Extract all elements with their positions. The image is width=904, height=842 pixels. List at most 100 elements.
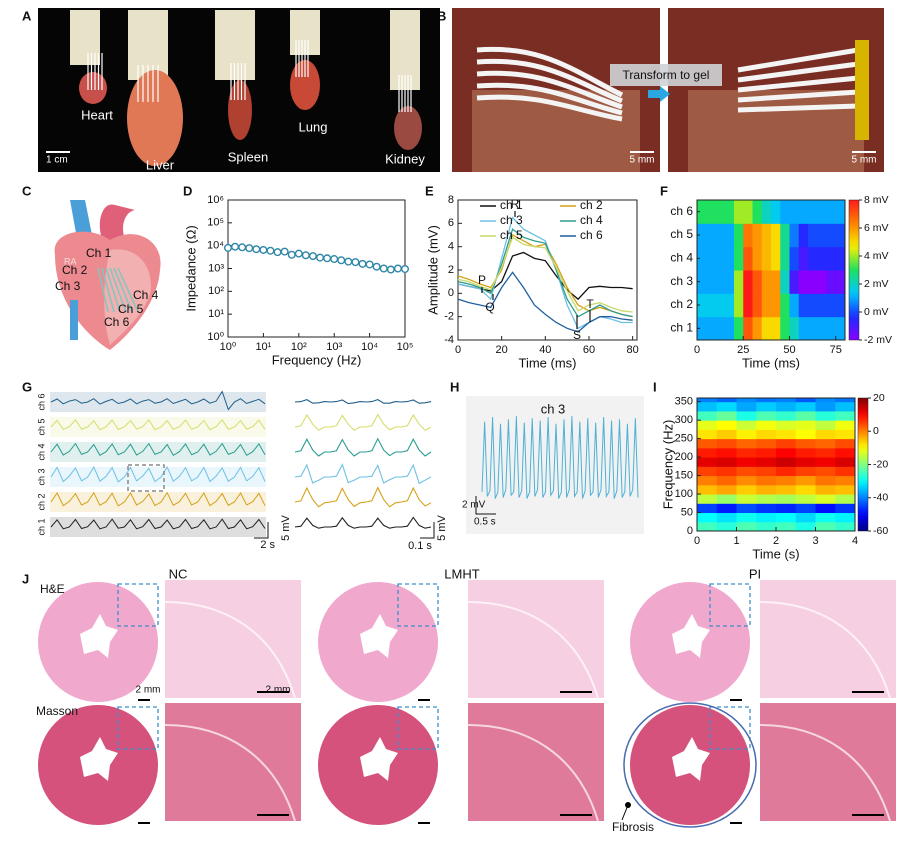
heat-cell [715,270,726,294]
heat-cell [736,457,757,467]
x-tick-label: 1 [733,535,739,547]
heat-cell [736,429,757,440]
heat-cell [716,398,737,403]
heat-cell [835,398,856,403]
colorbar-tick-label: 6 mV [864,222,889,234]
heat-cell [736,410,757,421]
heat-cell [835,503,856,514]
vessel [99,204,135,245]
heat-cell [743,223,753,248]
zoom-box [127,464,165,492]
channel-label: ch 2 [36,493,46,510]
data-point [365,260,374,269]
x-tick-label: 0 [694,344,700,356]
heat-cell [716,512,737,523]
heat-cell [756,447,777,458]
heat-cell [798,246,809,271]
legend-label: ch 6 [580,228,603,242]
legend-label: ch 4 [580,213,603,227]
data-point [337,256,346,265]
heat-cell [724,293,735,318]
y-tick-label: 6 [448,217,454,229]
heat-cell [815,484,836,495]
trace-band [50,442,266,462]
heat-cell [835,246,846,271]
heat-cell [716,521,737,532]
fibrosis-outline [623,702,757,828]
heat-cell [835,316,846,341]
heat-cell [736,420,757,430]
heat-cell [716,484,737,495]
heat-cell [756,494,777,504]
heat-cell [756,484,777,495]
heat-cell [697,270,707,294]
x-axis-label: Frequency (Hz) [272,352,362,367]
data-point [316,253,325,262]
heat-cell [795,420,816,430]
heat-cell [706,316,716,341]
zoom-image [760,580,896,698]
legend-label: ch 5 [500,228,523,242]
heat-cell [716,457,737,467]
heat-cell [716,410,737,421]
zoom-trace [294,516,432,529]
zoom-edge [467,724,599,822]
data-point [379,264,388,273]
data-point [358,259,367,268]
heat-cell [697,438,718,449]
y-tick-label: ch 5 [670,227,693,241]
channel-label: Ch 5 [118,302,144,316]
heat-cell [716,447,737,458]
heat-cell [835,466,856,477]
heat-cell [761,293,772,318]
x-tick-label: 3 [812,535,818,547]
heat-cell [817,293,827,318]
heat-cell [736,438,757,449]
heat-cell [776,420,797,430]
heat-cell [756,475,777,486]
channel-label: ch 4 [36,443,46,460]
lumen [672,614,710,658]
zoom-image [468,580,604,698]
heat-cell [776,410,797,421]
y-tick-label: 250 [675,433,693,445]
electrode-strip [737,103,859,113]
y-tick-label: -2 [444,311,454,323]
y-tick-label: 10⁶ [207,194,224,206]
y-tick-label: -4 [444,334,454,346]
heat-cell [789,200,800,224]
heat-cell [697,521,718,532]
electrode [109,267,127,313]
data-point [252,245,261,254]
electrode-strip [737,75,859,93]
heat-cell [780,246,790,271]
heat-cell [716,475,737,486]
zoom-edge [164,724,296,822]
heat-cell [743,270,753,294]
zoom-image [468,703,604,821]
data-point [323,254,332,263]
scale-label: 2 mm [136,685,161,696]
y-tick-label: 2 [448,264,454,276]
heat-cell [743,293,753,318]
channel-label: Ch 6 [104,315,130,329]
heat-cell [826,246,837,271]
heat-cell [716,503,737,514]
heat-cell [752,316,763,341]
line-series [457,236,633,313]
heat-cell [697,293,707,318]
scale-bar [420,522,435,539]
heat-cell [743,316,753,341]
heat-cell [780,270,790,294]
data-point [231,242,240,251]
electrode-strip [476,82,623,116]
lumen [360,614,398,658]
scale-label: 2 mm [266,685,291,696]
x-tick-label: 75 [830,344,842,356]
channel-label: ch 6 [36,393,46,410]
heat-cell [826,316,837,341]
zoom-trace [294,413,432,431]
trace-band [50,492,266,512]
data-point [393,264,402,273]
